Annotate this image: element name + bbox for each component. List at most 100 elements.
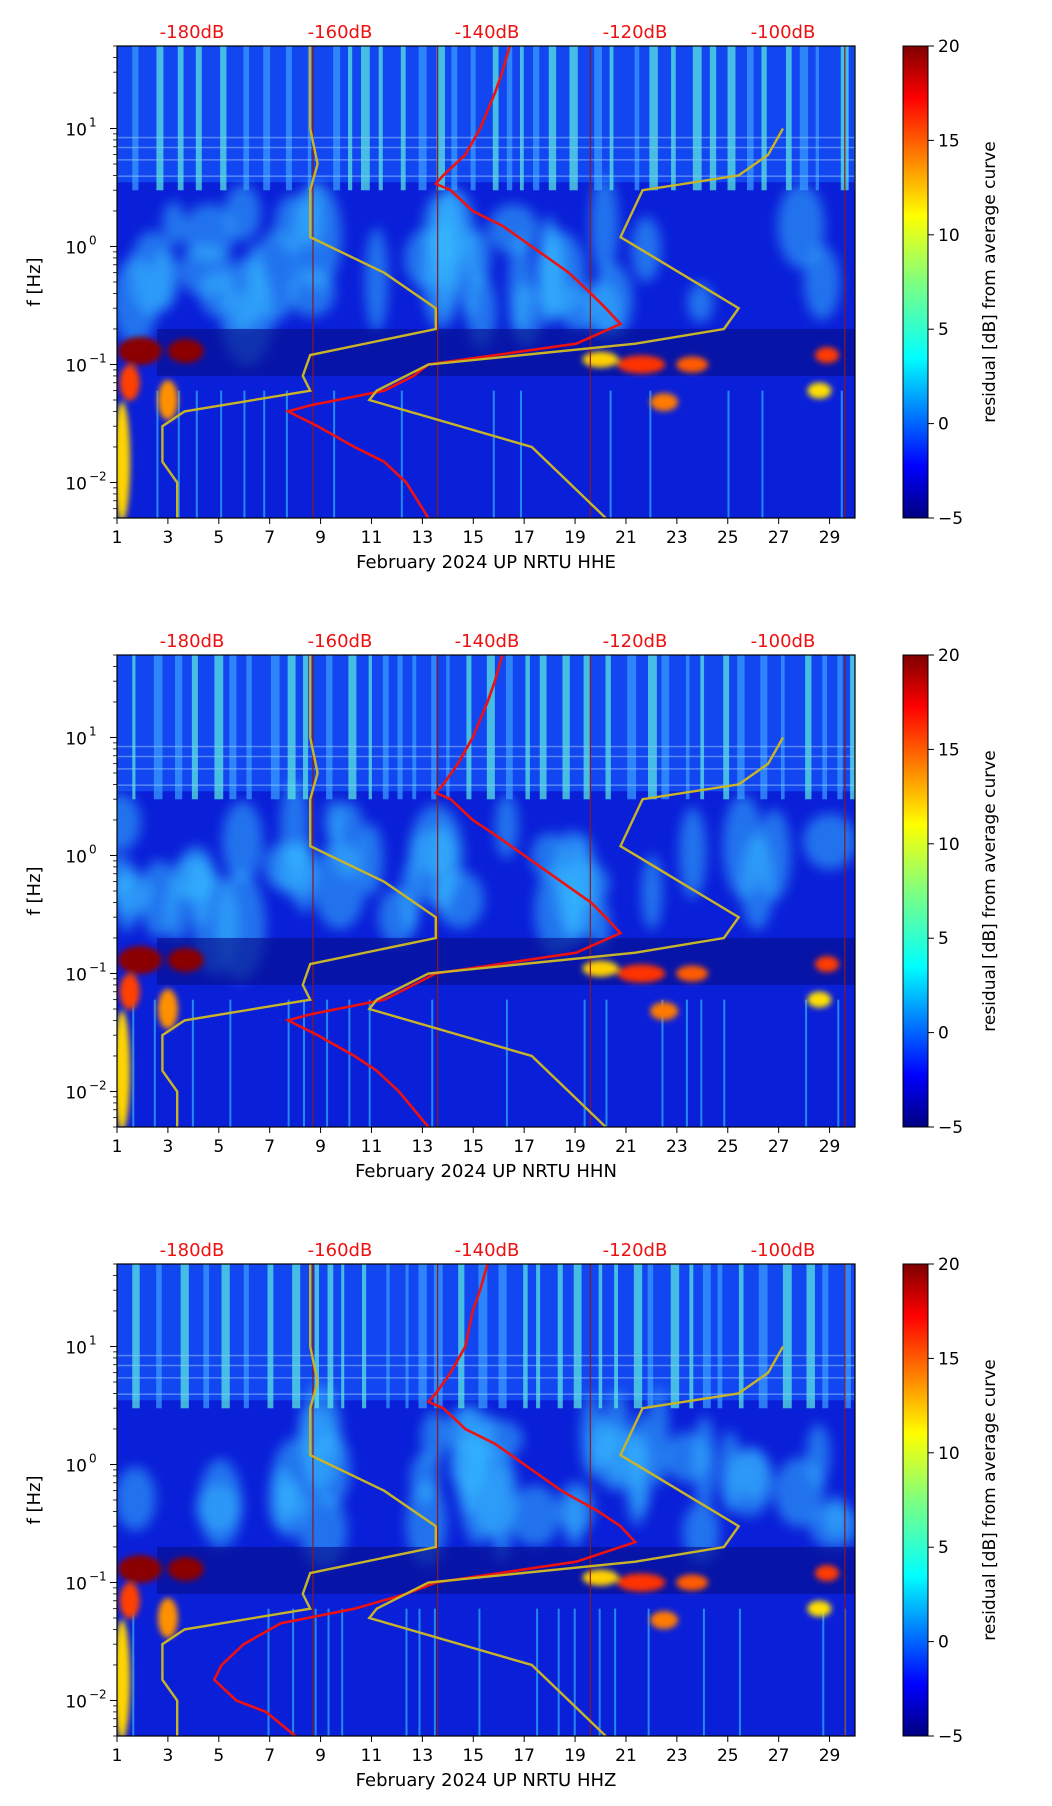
heatmap-low-stripe xyxy=(431,999,434,1127)
heatmap-vertical-markers xyxy=(312,1264,846,1736)
heatmap-blob xyxy=(687,282,714,323)
heatmap-low-stripe xyxy=(805,999,808,1127)
heatmap-low-stripe xyxy=(229,999,232,1127)
heatmap-hot-spot xyxy=(157,380,178,420)
y-tick-exponent: −2 xyxy=(89,1078,107,1092)
curve-yellow-left xyxy=(161,46,437,518)
heatmap-blob xyxy=(117,868,140,932)
curve-yellow-left xyxy=(161,655,437,1127)
x-tick-label: 21 xyxy=(615,528,637,548)
heatmap-low-stripe xyxy=(536,1608,539,1736)
heatmap-harmonic xyxy=(117,146,855,149)
heatmap-hot-spot xyxy=(582,1569,619,1586)
y-tick-exponent: −2 xyxy=(89,1687,107,1701)
heatmap-low-stripe xyxy=(433,1608,436,1736)
y-tick-exponent: −2 xyxy=(89,469,107,483)
heatmap-blob xyxy=(410,1452,440,1503)
heatmap-hot-spot xyxy=(117,337,162,366)
heatmap-stripe xyxy=(557,1264,563,1409)
heatmap-harmonic xyxy=(117,136,855,139)
curve-yellow xyxy=(367,736,785,1127)
heatmap-hot-spot xyxy=(617,964,666,983)
heatmap-stripe xyxy=(498,1264,507,1409)
heatmap-hot-spot xyxy=(815,1565,840,1582)
y-tick-label: 10 xyxy=(65,965,87,985)
y-tick-label: 10 xyxy=(65,474,87,494)
heatmap-hot-spot xyxy=(807,1600,832,1617)
heatmap-harmonic xyxy=(117,745,855,748)
heatmap-stripe xyxy=(348,655,357,800)
heatmap-low-stripe xyxy=(243,390,246,518)
heatmap-harmonic xyxy=(117,768,855,770)
heatmap-stripe xyxy=(815,46,819,191)
y-tick-label: 10 xyxy=(65,847,87,867)
heatmap-stripe xyxy=(727,46,736,191)
heatmap-low-stripe xyxy=(303,999,306,1127)
heatmap-low-stripe xyxy=(647,1608,650,1736)
heatmap-stripe xyxy=(180,1264,189,1409)
heatmap-low-stripe xyxy=(327,1608,330,1736)
y-tick-exponent: −1 xyxy=(89,351,107,365)
heatmap-low-stripe xyxy=(478,1608,481,1736)
heatmap-stripe xyxy=(562,655,570,800)
heatmap-harmonic xyxy=(117,755,855,758)
heatmap-blob xyxy=(803,813,855,870)
colorbar-tick-label: 5 xyxy=(938,929,949,949)
heatmap-daily-stripes xyxy=(132,46,855,518)
colorbar-tick-label: 10 xyxy=(938,835,960,855)
y-axis-label: f [Hz] xyxy=(24,257,45,306)
y-tick-label: 10 xyxy=(65,120,87,140)
colorbar-tick-label: 5 xyxy=(938,1538,949,1558)
heatmap-low-stripe xyxy=(761,390,764,518)
heatmap-dark-band xyxy=(157,937,855,985)
heatmap-stripe xyxy=(486,655,495,800)
heatmap-low-stripe xyxy=(153,999,156,1127)
heatmap-harmonic-lines xyxy=(117,136,855,177)
heatmap-hot-spot xyxy=(676,965,709,982)
x-tick-label: 13 xyxy=(412,1746,434,1766)
heatmap-harmonic-lines xyxy=(117,745,855,786)
heatmap-stripe xyxy=(614,1264,619,1409)
x-tick-label: 15 xyxy=(462,1746,484,1766)
heatmap-blob xyxy=(117,1466,156,1531)
heatmap-low-stripe xyxy=(685,999,688,1127)
heatmap-stripe xyxy=(267,1264,274,1409)
heatmap-harmonic xyxy=(117,1354,855,1357)
heatmap-stripe xyxy=(195,46,202,191)
heatmap-low-stripe xyxy=(341,1608,344,1736)
colorbar-tick-label: 20 xyxy=(938,1255,960,1275)
heatmap-hot-spot xyxy=(167,339,204,364)
heatmap-low-stripe xyxy=(132,999,135,1127)
heatmap-stripe xyxy=(539,655,547,800)
heatmap-stripe xyxy=(466,655,472,800)
heatmap-stripe xyxy=(505,655,513,800)
y-tick-exponent: 0 xyxy=(89,1451,97,1465)
curve-red xyxy=(284,46,623,518)
heatmap-stripe xyxy=(326,655,333,800)
curve-red xyxy=(284,655,623,1127)
heatmap-stripe xyxy=(806,1264,815,1409)
colorbar xyxy=(902,654,929,1128)
heatmap-stripe xyxy=(292,1264,301,1409)
heatmap-low-stripe xyxy=(840,390,843,518)
heatmap-blob xyxy=(592,263,633,338)
heatmap-vertical-markers xyxy=(312,655,846,1127)
heatmap-hot-spot xyxy=(117,1010,131,1127)
heatmap-low-stripe xyxy=(738,1608,741,1736)
heatmap-blob xyxy=(719,1430,741,1513)
heatmap-blob xyxy=(580,1393,604,1478)
top-db-label: -120dB xyxy=(603,1240,668,1261)
y-tick-label: 10 xyxy=(65,1692,87,1712)
heatmap-hot-spot xyxy=(167,1557,204,1582)
heatmap-blob xyxy=(253,229,299,322)
y-tick-exponent: −1 xyxy=(89,1569,107,1583)
top-db-label: -160dB xyxy=(308,631,373,652)
heatmap-stripe xyxy=(132,46,139,191)
heatmap-stripe xyxy=(822,655,828,800)
heatmap-stripe xyxy=(661,655,670,800)
colorbar-label: residual [dB] from average curve xyxy=(980,1359,1000,1640)
colorbar-label: residual [dB] from average curve xyxy=(980,141,1000,422)
heatmap-blob xyxy=(592,1426,646,1491)
heatmap-stripe xyxy=(382,655,389,800)
